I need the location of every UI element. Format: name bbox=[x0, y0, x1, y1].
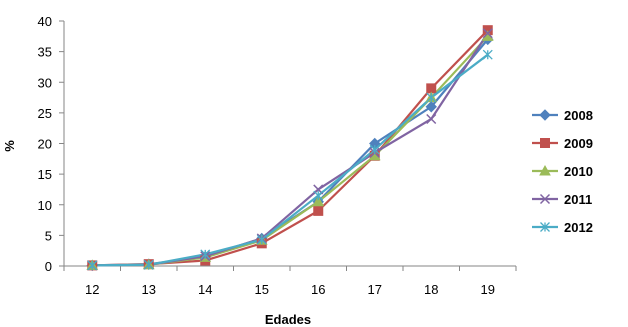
data-point-2010 bbox=[312, 195, 325, 207]
chart-axes bbox=[63, 21, 516, 267]
series-lines bbox=[92, 29, 489, 267]
y-tick-label: 40 bbox=[38, 14, 52, 29]
data-point-2012 bbox=[87, 260, 98, 271]
data-point-2009 bbox=[426, 83, 437, 94]
data-point-2012 bbox=[369, 144, 380, 155]
y-axis-ticks: 0 5 10 15 20 25 30 35 40 bbox=[38, 14, 64, 274]
legend-marker-2011 bbox=[539, 193, 551, 205]
series-line-2010 bbox=[92, 35, 489, 267]
y-tick-label: 5 bbox=[45, 228, 52, 243]
y-tick-label: 10 bbox=[38, 198, 52, 213]
x-tick-label: 14 bbox=[198, 282, 212, 297]
data-point-2012 bbox=[200, 249, 211, 260]
series-markers bbox=[86, 25, 494, 272]
data-point-2011 bbox=[482, 28, 493, 39]
x-tick-label: 17 bbox=[368, 282, 382, 297]
series-line-2008 bbox=[92, 38, 489, 267]
x-tick-label: 16 bbox=[311, 282, 325, 297]
data-point-2008 bbox=[425, 101, 437, 113]
x-tick-label: 19 bbox=[481, 282, 495, 297]
legend-marker-2009 bbox=[540, 138, 550, 148]
data-point-2009 bbox=[313, 205, 324, 216]
data-point-2012 bbox=[482, 49, 493, 60]
x-tick-label: 13 bbox=[142, 282, 156, 297]
legend-label-2011: 2011 bbox=[564, 192, 592, 207]
legend-label-2012: 2012 bbox=[564, 220, 593, 235]
x-axis-ticks: 12 13 14 15 16 17 18 19 bbox=[63, 266, 517, 297]
legend-label-2009: 2009 bbox=[564, 136, 593, 151]
data-point-2011 bbox=[426, 113, 437, 125]
series-line-2012 bbox=[92, 53, 489, 267]
y-tick-label: 30 bbox=[38, 75, 52, 90]
legend-marker-2008 bbox=[539, 109, 551, 121]
y-axis-title: % bbox=[2, 140, 17, 152]
series-line-2011 bbox=[92, 32, 489, 267]
y-tick-label: 0 bbox=[45, 259, 52, 274]
legend-marker-2010 bbox=[539, 164, 551, 176]
legend-label-2010: 2010 bbox=[564, 164, 593, 179]
y-tick-label: 20 bbox=[38, 137, 52, 152]
x-axis-title: Edades bbox=[265, 312, 311, 327]
data-point-2012 bbox=[313, 190, 324, 201]
data-point-2012 bbox=[143, 259, 154, 270]
y-tick-label: 35 bbox=[38, 45, 52, 60]
legend-label-2008: 2008 bbox=[564, 108, 593, 123]
data-point-2012 bbox=[256, 234, 267, 245]
y-tick-label: 25 bbox=[38, 106, 52, 121]
data-point-2012 bbox=[426, 92, 437, 103]
series-line-2009 bbox=[92, 29, 489, 267]
chart-legend: 2008 2009 2010 2011 2012 bbox=[532, 108, 593, 235]
x-tick-label: 15 bbox=[255, 282, 269, 297]
x-tick-label: 12 bbox=[85, 282, 99, 297]
legend-marker-2012 bbox=[540, 222, 550, 232]
x-tick-label: 18 bbox=[424, 282, 438, 297]
y-tick-label: 15 bbox=[38, 167, 52, 182]
